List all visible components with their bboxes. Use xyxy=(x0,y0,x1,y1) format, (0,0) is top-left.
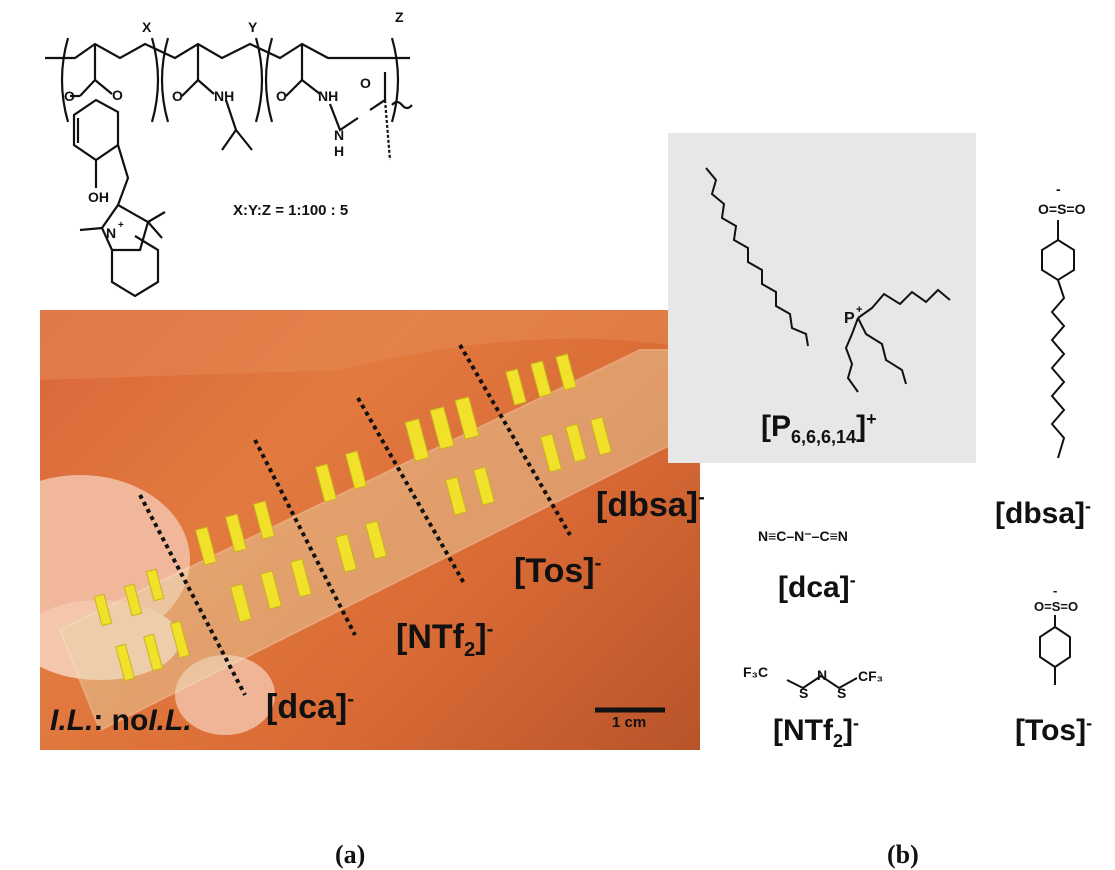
photo-label-dca: [dca]- xyxy=(266,688,355,726)
ntf2-structure: SNS xyxy=(786,667,858,700)
photo-drawing xyxy=(40,310,700,735)
panel-label-a: (a) xyxy=(335,840,366,869)
cation-box xyxy=(668,133,976,463)
tos-label: [Tos]- xyxy=(1015,713,1093,747)
svg-text:O=S=O: O=S=O xyxy=(1038,201,1086,217)
separator-3 xyxy=(356,397,467,586)
svg-text:O: O xyxy=(112,87,123,103)
svg-text:NH: NH xyxy=(214,88,234,104)
subscript-y: Y xyxy=(248,19,258,35)
svg-text:O: O xyxy=(172,88,183,104)
dca-structure: N≡C–N⁻–C≡N xyxy=(758,528,848,544)
dca-label: [dca]- xyxy=(778,570,856,604)
svg-text:OH: OH xyxy=(88,189,109,205)
subscript-z: Z xyxy=(395,9,404,25)
svg-text:S: S xyxy=(837,685,846,700)
photo-label-tos: [Tos]- xyxy=(514,552,602,590)
svg-text:NH: NH xyxy=(318,88,338,104)
cation-label: [P6,6,6,14]+ xyxy=(761,409,877,447)
bracket-y-right xyxy=(254,37,264,123)
device-photo: I.L.: noI.L. 1 cm xyxy=(40,310,700,750)
svg-text:H: H xyxy=(334,143,344,159)
svg-text:O: O xyxy=(360,75,371,91)
panel-label-b: (b) xyxy=(887,840,919,869)
monomer-ratio: X:Y:Z = 1:100 : 5 xyxy=(233,202,349,219)
scale-bar-label: 1 cm xyxy=(612,714,647,731)
polymer-structure: X Y Z O O O NH O NH O N H OH N + xyxy=(45,9,413,298)
ntf2-label: [NTf2]- xyxy=(773,713,859,751)
dbsa-label: [dbsa]- xyxy=(995,496,1091,530)
cation-structure: P + xyxy=(705,167,951,393)
svg-text:+: + xyxy=(856,304,862,316)
bracket-x-left xyxy=(60,37,70,123)
svg-text:N: N xyxy=(106,225,116,241)
bracket-x-right xyxy=(150,37,160,123)
finger-bottom xyxy=(175,655,275,735)
svg-text:O: O xyxy=(276,88,287,104)
photo-label-dbsa: [dbsa]- xyxy=(596,486,705,524)
svg-text:N: N xyxy=(817,667,827,683)
svg-text:O: O xyxy=(64,88,75,104)
bracket-z-left xyxy=(264,37,274,123)
bracket-z-right xyxy=(390,37,400,123)
svg-text:P: P xyxy=(844,310,855,327)
svg-text:O=S=O: O=S=O xyxy=(1034,599,1078,614)
svg-text:+: + xyxy=(118,220,124,231)
subscript-x: X xyxy=(142,19,152,35)
svg-text:N: N xyxy=(334,127,344,143)
il-legend: I.L.: noI.L. xyxy=(50,704,192,737)
svg-text:S: S xyxy=(799,685,808,700)
svg-text:-: - xyxy=(1056,181,1061,197)
svg-text:-: - xyxy=(1053,585,1057,598)
tos-structure: O=S=O - xyxy=(1034,585,1078,685)
ntf2-structure-right: CF₃ xyxy=(858,668,884,684)
bracket-y-left xyxy=(160,37,170,123)
photo-label-ntf2: [NTf2]- xyxy=(396,618,494,661)
separator-1 xyxy=(138,494,247,696)
ntf2-structure-left: F₃C xyxy=(743,664,769,680)
dbsa-structure: O=S=O - xyxy=(1038,181,1086,459)
